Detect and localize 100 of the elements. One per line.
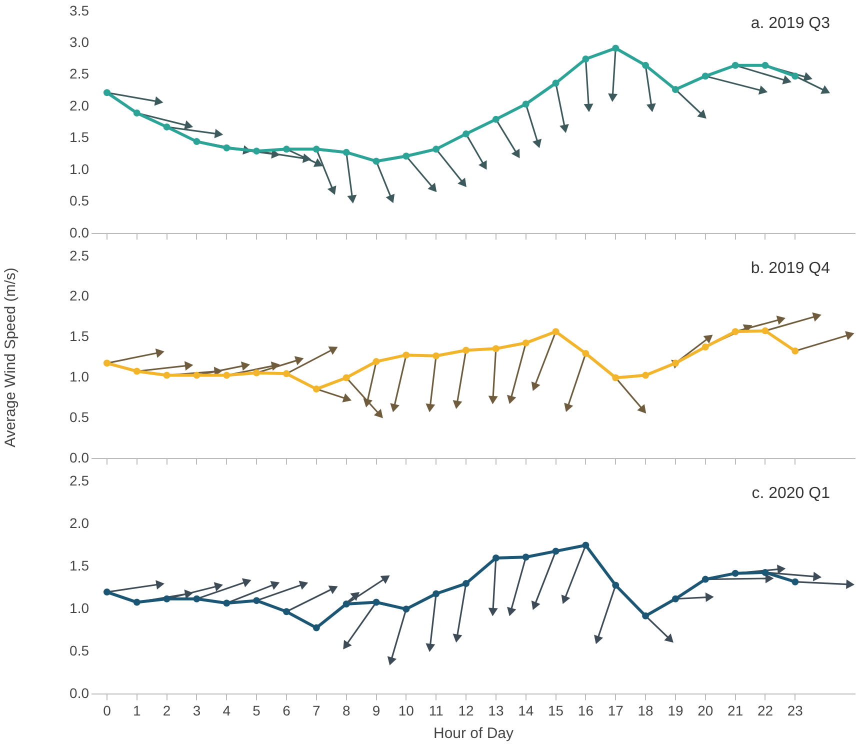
point bbox=[584, 104, 594, 112]
point bbox=[582, 542, 590, 549]
point bbox=[702, 72, 709, 80]
point bbox=[776, 316, 786, 325]
point bbox=[163, 372, 170, 379]
y-tick-label: 1.5 bbox=[70, 557, 90, 574]
point bbox=[223, 144, 230, 152]
x-tick-label: 2 bbox=[162, 702, 171, 718]
point bbox=[302, 154, 312, 163]
point bbox=[313, 158, 323, 167]
x-tick-label: 18 bbox=[638, 702, 654, 718]
point bbox=[193, 372, 200, 379]
point bbox=[133, 368, 140, 375]
point bbox=[428, 182, 437, 192]
point bbox=[846, 580, 855, 590]
point bbox=[342, 600, 350, 608]
y-tick-label: 0.0 bbox=[70, 685, 90, 702]
point bbox=[193, 595, 200, 602]
point bbox=[552, 328, 560, 336]
point bbox=[372, 598, 380, 606]
point bbox=[270, 580, 280, 590]
point bbox=[328, 346, 338, 355]
point bbox=[845, 331, 854, 340]
y-tick-label: 2.0 bbox=[70, 97, 90, 114]
x-tick-label: 12 bbox=[458, 702, 474, 718]
x-tick-label: 14 bbox=[518, 702, 534, 718]
y-tick-label: 2.0 bbox=[70, 514, 90, 531]
annotation: b. 2019 Q4 bbox=[750, 260, 830, 277]
point bbox=[242, 578, 252, 588]
point bbox=[312, 624, 320, 632]
point bbox=[612, 582, 620, 589]
point bbox=[156, 580, 164, 590]
x-tick-label: 0 bbox=[103, 702, 112, 718]
point bbox=[214, 128, 224, 138]
point bbox=[803, 72, 812, 82]
point bbox=[664, 634, 674, 643]
x-tick-label: 15 bbox=[548, 702, 564, 718]
point bbox=[253, 369, 260, 376]
point bbox=[372, 158, 380, 165]
point bbox=[103, 588, 110, 596]
x-tick-label: 22 bbox=[757, 702, 774, 718]
point bbox=[702, 343, 709, 350]
point bbox=[478, 160, 487, 170]
point bbox=[782, 75, 792, 84]
point bbox=[342, 148, 350, 156]
point bbox=[253, 597, 260, 604]
x-tick-label: 5 bbox=[252, 702, 261, 718]
y-tick-label: 0.0 bbox=[70, 449, 90, 466]
point bbox=[103, 89, 110, 96]
point bbox=[732, 570, 739, 577]
point bbox=[561, 594, 570, 604]
point bbox=[488, 396, 498, 404]
point bbox=[732, 328, 739, 336]
point bbox=[582, 56, 590, 63]
point bbox=[637, 404, 646, 414]
point bbox=[184, 361, 194, 371]
point bbox=[582, 350, 590, 357]
point bbox=[282, 608, 290, 616]
point bbox=[402, 606, 410, 613]
point bbox=[432, 352, 440, 360]
x-tick-label: 11 bbox=[428, 702, 444, 718]
x-tick-label: 4 bbox=[222, 702, 231, 718]
x-tick-label: 3 bbox=[192, 702, 201, 718]
x-tick-label: 20 bbox=[698, 702, 714, 718]
y-tick-label: 0.5 bbox=[70, 409, 90, 426]
point bbox=[812, 572, 822, 582]
x-tick-label: 19 bbox=[668, 702, 684, 718]
point bbox=[163, 595, 170, 602]
point bbox=[492, 345, 500, 352]
point bbox=[672, 86, 679, 93]
point bbox=[594, 634, 604, 644]
point bbox=[282, 146, 290, 153]
point bbox=[792, 348, 799, 355]
point bbox=[762, 568, 769, 576]
point bbox=[642, 62, 650, 69]
y-tick-label: 2.0 bbox=[70, 288, 90, 304]
point bbox=[240, 361, 250, 371]
point bbox=[522, 339, 530, 346]
y-tick-label: 2.5 bbox=[70, 472, 90, 488]
x-axis-title: Hour of Day bbox=[433, 725, 514, 742]
point bbox=[294, 356, 304, 366]
point bbox=[386, 194, 395, 204]
x-tick-label: 8 bbox=[342, 702, 350, 718]
x-tick-label: 1 bbox=[132, 702, 141, 718]
x-tick-label: 13 bbox=[488, 702, 504, 718]
x-tick-label: 17 bbox=[608, 702, 624, 718]
point bbox=[522, 554, 530, 561]
point bbox=[531, 600, 540, 610]
point bbox=[612, 44, 620, 52]
point bbox=[312, 146, 320, 153]
point bbox=[342, 374, 350, 382]
y-tick-label: 0.5 bbox=[70, 642, 90, 658]
point bbox=[372, 358, 380, 366]
point bbox=[552, 548, 560, 555]
x-tick-label: 7 bbox=[312, 702, 321, 718]
point bbox=[402, 152, 410, 160]
point bbox=[270, 361, 280, 371]
point bbox=[452, 400, 462, 410]
point bbox=[387, 656, 397, 666]
point bbox=[732, 62, 739, 69]
